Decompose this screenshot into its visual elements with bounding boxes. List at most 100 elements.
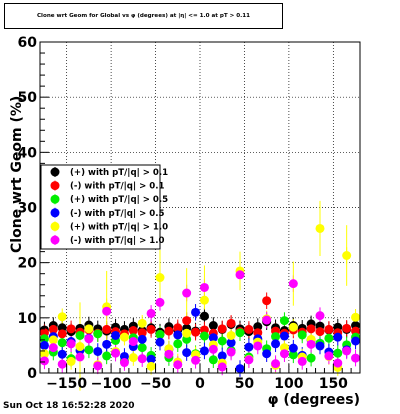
data-point: [128, 353, 138, 363]
x-tick-label: −100: [91, 376, 132, 392]
legend-marker: [50, 221, 60, 231]
data-point: [342, 346, 352, 356]
y-tick-label: 50: [18, 90, 38, 106]
data-point: [57, 338, 67, 348]
data-point: [297, 356, 307, 366]
data-point: [217, 336, 227, 346]
data-point: [137, 318, 147, 328]
data-point: [191, 327, 201, 337]
data-points-layer: [39, 223, 361, 374]
data-point: [75, 342, 85, 352]
legend-marker: [50, 181, 60, 191]
data-point: [155, 273, 165, 283]
data-point: [173, 339, 183, 349]
data-point: [315, 327, 325, 337]
legend-label: (-) with pT/|q| > 0.5: [70, 209, 165, 219]
data-point: [306, 324, 316, 334]
data-point: [164, 349, 174, 359]
data-point: [279, 349, 289, 359]
data-point: [128, 337, 138, 347]
data-point: [155, 297, 165, 307]
data-point: [226, 347, 236, 357]
data-point: [253, 341, 263, 351]
data-point: [137, 343, 147, 353]
data-point: [342, 323, 352, 333]
data-point: [235, 364, 245, 374]
data-point: [146, 354, 156, 364]
data-point: [75, 352, 85, 362]
data-point: [48, 324, 58, 334]
data-point: [173, 323, 183, 333]
data-point: [57, 349, 67, 359]
data-point: [279, 316, 289, 326]
data-point: [102, 339, 112, 349]
data-point: [93, 346, 103, 356]
x-axis-label: φ (degrees): [267, 392, 360, 408]
data-point: [262, 296, 272, 306]
legend-marker: [50, 167, 60, 177]
data-point: [66, 324, 76, 334]
data-point: [333, 348, 343, 358]
data-point: [217, 362, 227, 372]
data-point: [182, 348, 192, 358]
data-point: [155, 337, 165, 347]
data-point: [173, 330, 183, 340]
data-point: [182, 328, 192, 338]
legend-marker: [50, 194, 60, 204]
data-point: [333, 332, 343, 342]
data-point: [111, 330, 121, 340]
x-tick-label: 0: [195, 376, 205, 392]
legend: (+) with pT/|q| > 0.1 (-) with pT/|q| > 0…: [40, 164, 168, 250]
data-point: [48, 343, 58, 353]
x-tick-label: 100: [274, 376, 303, 392]
legend-label: (+) with pT/|q| > 0.1: [70, 168, 168, 178]
data-point: [351, 336, 361, 346]
data-point: [199, 311, 209, 321]
data-point: [84, 324, 94, 334]
data-point: [262, 315, 272, 325]
data-point: [57, 312, 67, 322]
data-point: [39, 349, 49, 359]
data-point: [271, 359, 281, 369]
data-point: [39, 356, 49, 366]
data-point: [235, 328, 245, 338]
data-point: [226, 338, 236, 348]
legend-label: (-) with pT/|q| > 1.0: [70, 236, 165, 246]
data-point: [342, 250, 352, 260]
data-point: [137, 354, 147, 364]
data-point: [315, 223, 325, 233]
data-point: [155, 329, 165, 339]
data-point: [351, 353, 361, 363]
data-point: [208, 344, 218, 354]
x-tick-label: −150: [46, 376, 87, 392]
data-point: [306, 353, 316, 363]
data-point: [351, 312, 361, 322]
data-point: [128, 326, 138, 336]
data-point: [48, 335, 58, 345]
datestamp: Sun Oct 18 16:52:28 2020: [3, 401, 135, 411]
data-point: [324, 351, 334, 361]
data-point: [208, 333, 218, 343]
data-point: [271, 332, 281, 342]
data-point: [288, 343, 298, 353]
data-point: [111, 348, 121, 358]
data-point: [324, 324, 334, 334]
x-tick-label: −50: [140, 376, 171, 392]
y-tick-label: 10: [18, 311, 38, 327]
data-point: [199, 331, 209, 341]
x-tick-label: 150: [319, 376, 348, 392]
data-point: [119, 358, 129, 368]
data-point: [66, 356, 76, 366]
data-point: [226, 318, 236, 328]
data-point: [57, 329, 67, 339]
y-axis-label: Clone wrt Geom (%): [9, 95, 25, 253]
y-tick-label: 60: [18, 35, 38, 51]
data-point: [137, 328, 147, 338]
y-tick-label: 0: [27, 366, 37, 382]
data-point: [102, 324, 112, 334]
data-point: [208, 321, 218, 331]
data-point: [315, 311, 325, 321]
data-point: [57, 359, 67, 369]
data-point: [199, 282, 209, 292]
